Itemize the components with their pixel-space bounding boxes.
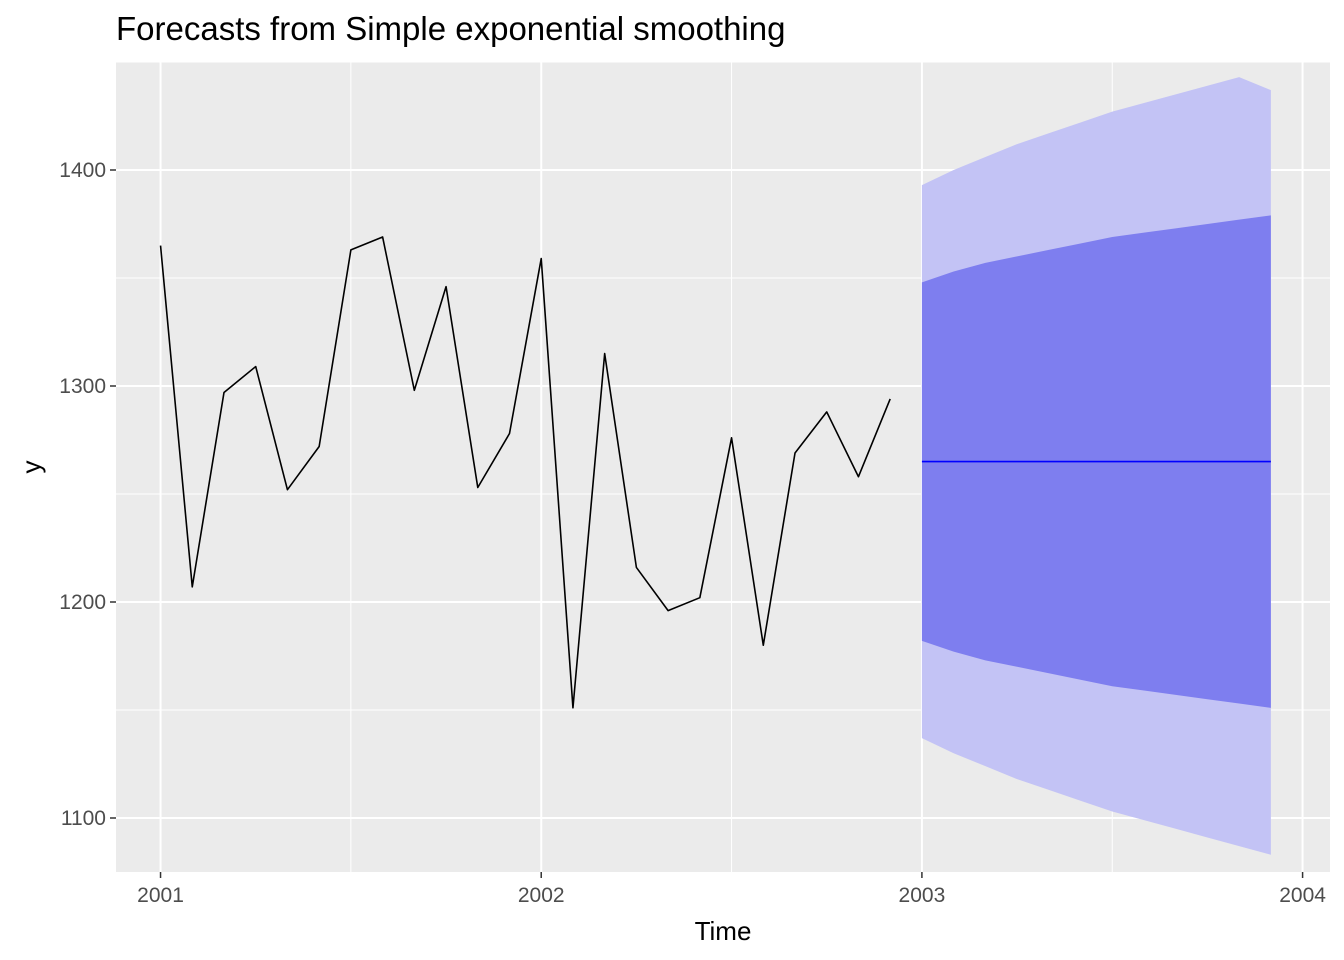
x-tick-label: 2003 [899,884,946,907]
chart-title: Forecasts from Simple exponential smooth… [116,10,786,47]
y-tick-label: 1200 [59,591,106,614]
observed-line [159,236,891,709]
axis-ticks [110,169,1304,878]
x-tick-label: 2004 [1279,884,1326,907]
series-lines [159,236,1271,709]
x-tick-label: 2001 [137,884,184,907]
y-tick-label: 1300 [59,375,106,398]
x-tick-label: 2002 [518,884,565,907]
x-axis-labels: 2001 2002 2003 2004 [137,884,1326,907]
x-axis-title: Time [695,916,752,946]
y-tick-label: 1100 [61,807,106,830]
y-axis-title: y [16,461,46,474]
prediction-intervals [921,77,1271,855]
y-tick-label: 1400 [59,159,106,182]
y-axis-labels: 1100 1200 1300 1400 [59,159,106,830]
grid-major [116,62,1330,872]
